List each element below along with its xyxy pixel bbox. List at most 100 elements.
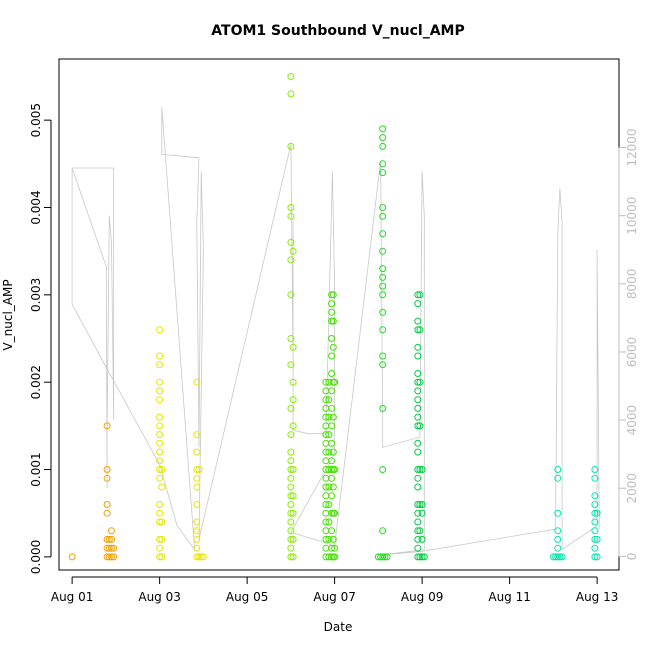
data-point [418,553,426,561]
data-point [328,474,336,482]
data-point [414,291,422,299]
data-point [328,527,336,535]
data-point [381,553,389,561]
data-point [379,527,387,535]
data-point [414,300,422,308]
data-point [418,509,426,517]
data-point [289,492,297,500]
data-point [156,535,164,543]
data-point [193,553,201,561]
data-point [289,535,297,543]
data-point [416,553,424,561]
series-3 [322,291,339,561]
data-points-layer [68,73,601,561]
data-point [287,457,295,465]
data-point [591,474,599,482]
data-point [156,431,164,439]
data-point [329,317,337,325]
data-point [328,352,336,360]
data-point [414,387,422,395]
data-point [103,553,111,561]
data-point [103,466,111,473]
data-point [414,370,422,377]
data-point [591,527,599,535]
data-point [331,553,339,561]
data-point [108,553,115,561]
data-point [193,544,201,552]
data-point [591,518,599,526]
plot-border [58,58,620,571]
data-point [414,439,422,447]
data-point [287,527,295,535]
data-point [158,518,166,526]
data-point [103,501,111,508]
data-point [322,535,330,543]
data-point [287,431,295,439]
data-point [322,492,330,500]
data-point [287,361,295,369]
data-point [287,238,295,246]
data-point [328,422,336,430]
data-point [329,448,337,456]
data-point [325,413,333,421]
data-point [195,466,203,473]
data-point [414,535,422,543]
data-point [156,553,164,561]
data-point [322,396,330,404]
data-point [416,378,424,386]
data-point [289,378,297,386]
data-point [156,413,164,421]
data-point [379,282,387,290]
series-1 [156,326,207,561]
data-point [414,326,422,334]
y2-tick-label: 4000 [625,405,639,436]
data-point [379,273,387,281]
data-point [193,518,201,526]
data-point [379,265,387,273]
data-point [329,413,337,421]
data-point [158,483,166,491]
data-point [414,527,422,535]
data-point [554,553,562,561]
data-point [416,527,424,535]
data-point [379,125,387,133]
data-point [328,300,336,308]
data-point [287,448,295,456]
data-point [414,378,422,386]
data-point [287,256,295,264]
data-point [322,431,330,439]
data-point [556,553,564,561]
data-point [103,509,111,517]
x-axis-title: Date [324,620,353,634]
data-point [325,535,333,543]
data-point [593,535,601,543]
data-point [379,212,387,220]
data-point [328,335,336,342]
data-point [414,422,422,430]
data-point [289,247,297,255]
data-point [329,535,337,543]
data-point [414,352,422,360]
data-point [156,361,164,369]
data-point [156,544,164,552]
data-point [287,544,295,552]
data-point [287,535,295,543]
data-point [156,387,164,395]
data-point [331,509,339,517]
data-point [554,474,562,482]
data-point [193,527,201,535]
y2-tick-label: 8000 [625,269,639,300]
y-tick-label: 0.004 [29,190,43,224]
data-point [195,553,203,561]
series-2 [287,73,297,561]
data-point [414,474,422,482]
y-tick-label: 0.002 [29,365,43,399]
data-point [591,466,599,473]
data-point [379,160,387,168]
data-point [156,509,164,517]
overlay-line [71,106,600,556]
data-point [328,492,336,500]
data-point [287,483,295,491]
chart-title: ATOM1 Southbound V_nucl_AMP [211,23,464,39]
